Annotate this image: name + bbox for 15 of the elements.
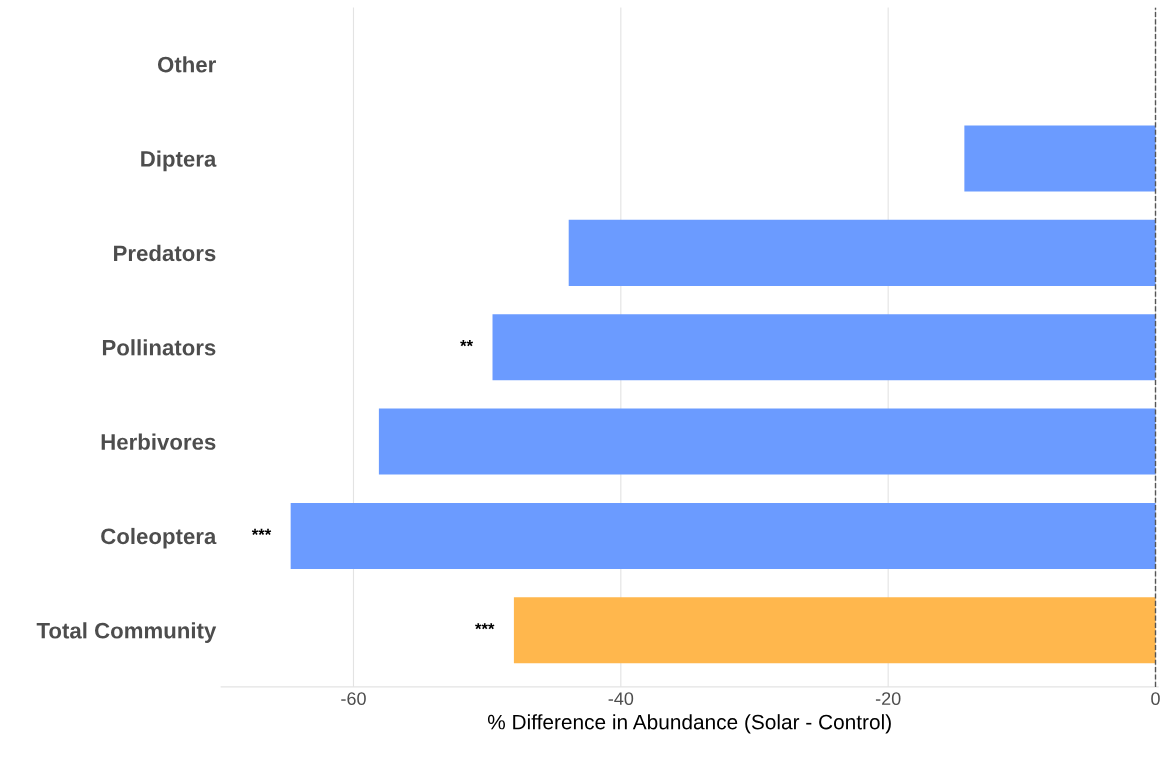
x-tick-label: 0 xyxy=(1151,692,1160,706)
y-tick-label: Pollinators xyxy=(102,339,216,356)
annotation: *** xyxy=(251,528,272,535)
y-tick-label: Diptera xyxy=(141,150,217,172)
x-tick-label: -60 xyxy=(341,692,366,706)
x-tick-label: -40 xyxy=(608,692,634,706)
x-tick-label: -20 xyxy=(875,692,901,706)
annotation: ** xyxy=(460,340,474,347)
y-tick-label: Coleoptera xyxy=(101,527,217,549)
y-tick-label: Predators xyxy=(114,244,216,262)
x-axis-title: % Difference in Abundance (Solar - Control) xyxy=(487,714,891,734)
annotation: *** xyxy=(475,623,495,630)
y-tick-label: Other xyxy=(157,56,216,73)
y-tick-label: Total Community xyxy=(36,622,217,643)
y-tick-label: Herbivores xyxy=(101,433,216,450)
